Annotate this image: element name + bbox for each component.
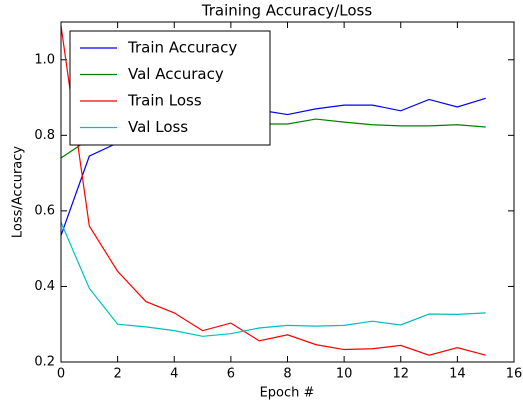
x-axis-label: Epoch # xyxy=(260,386,315,401)
y-tick-label: 0.6 xyxy=(34,203,55,218)
x-tick-label: 12 xyxy=(392,367,409,382)
legend-label: Val Loss xyxy=(128,118,188,136)
plot-frame xyxy=(60,21,515,363)
chart-title: Training Accuracy/Loss xyxy=(201,2,373,20)
x-tick-label: 4 xyxy=(170,367,178,382)
x-tick-label: 2 xyxy=(113,367,121,382)
x-tick-label: 0 xyxy=(57,367,65,382)
x-tick-label: 10 xyxy=(336,367,353,382)
y-tick-label: 0.4 xyxy=(34,279,55,294)
legend-label: Train Loss xyxy=(127,92,202,110)
y-tick-label: 1.0 xyxy=(34,52,55,67)
x-tick-label: 14 xyxy=(449,367,466,382)
y-axis-label: Loss/Accuracy xyxy=(11,146,26,239)
line xyxy=(61,221,486,337)
legend-label: Val Accuracy xyxy=(128,65,224,83)
line xyxy=(61,25,486,356)
legend-label: Train Accuracy xyxy=(127,39,237,57)
x-tick-label: 8 xyxy=(283,367,291,382)
x-tick-label: 6 xyxy=(227,367,235,382)
legend-box xyxy=(69,30,271,146)
x-tick-label: 16 xyxy=(506,367,523,382)
y-tick-label: 0.8 xyxy=(34,128,55,143)
y-tick-label: 0.2 xyxy=(34,355,55,370)
